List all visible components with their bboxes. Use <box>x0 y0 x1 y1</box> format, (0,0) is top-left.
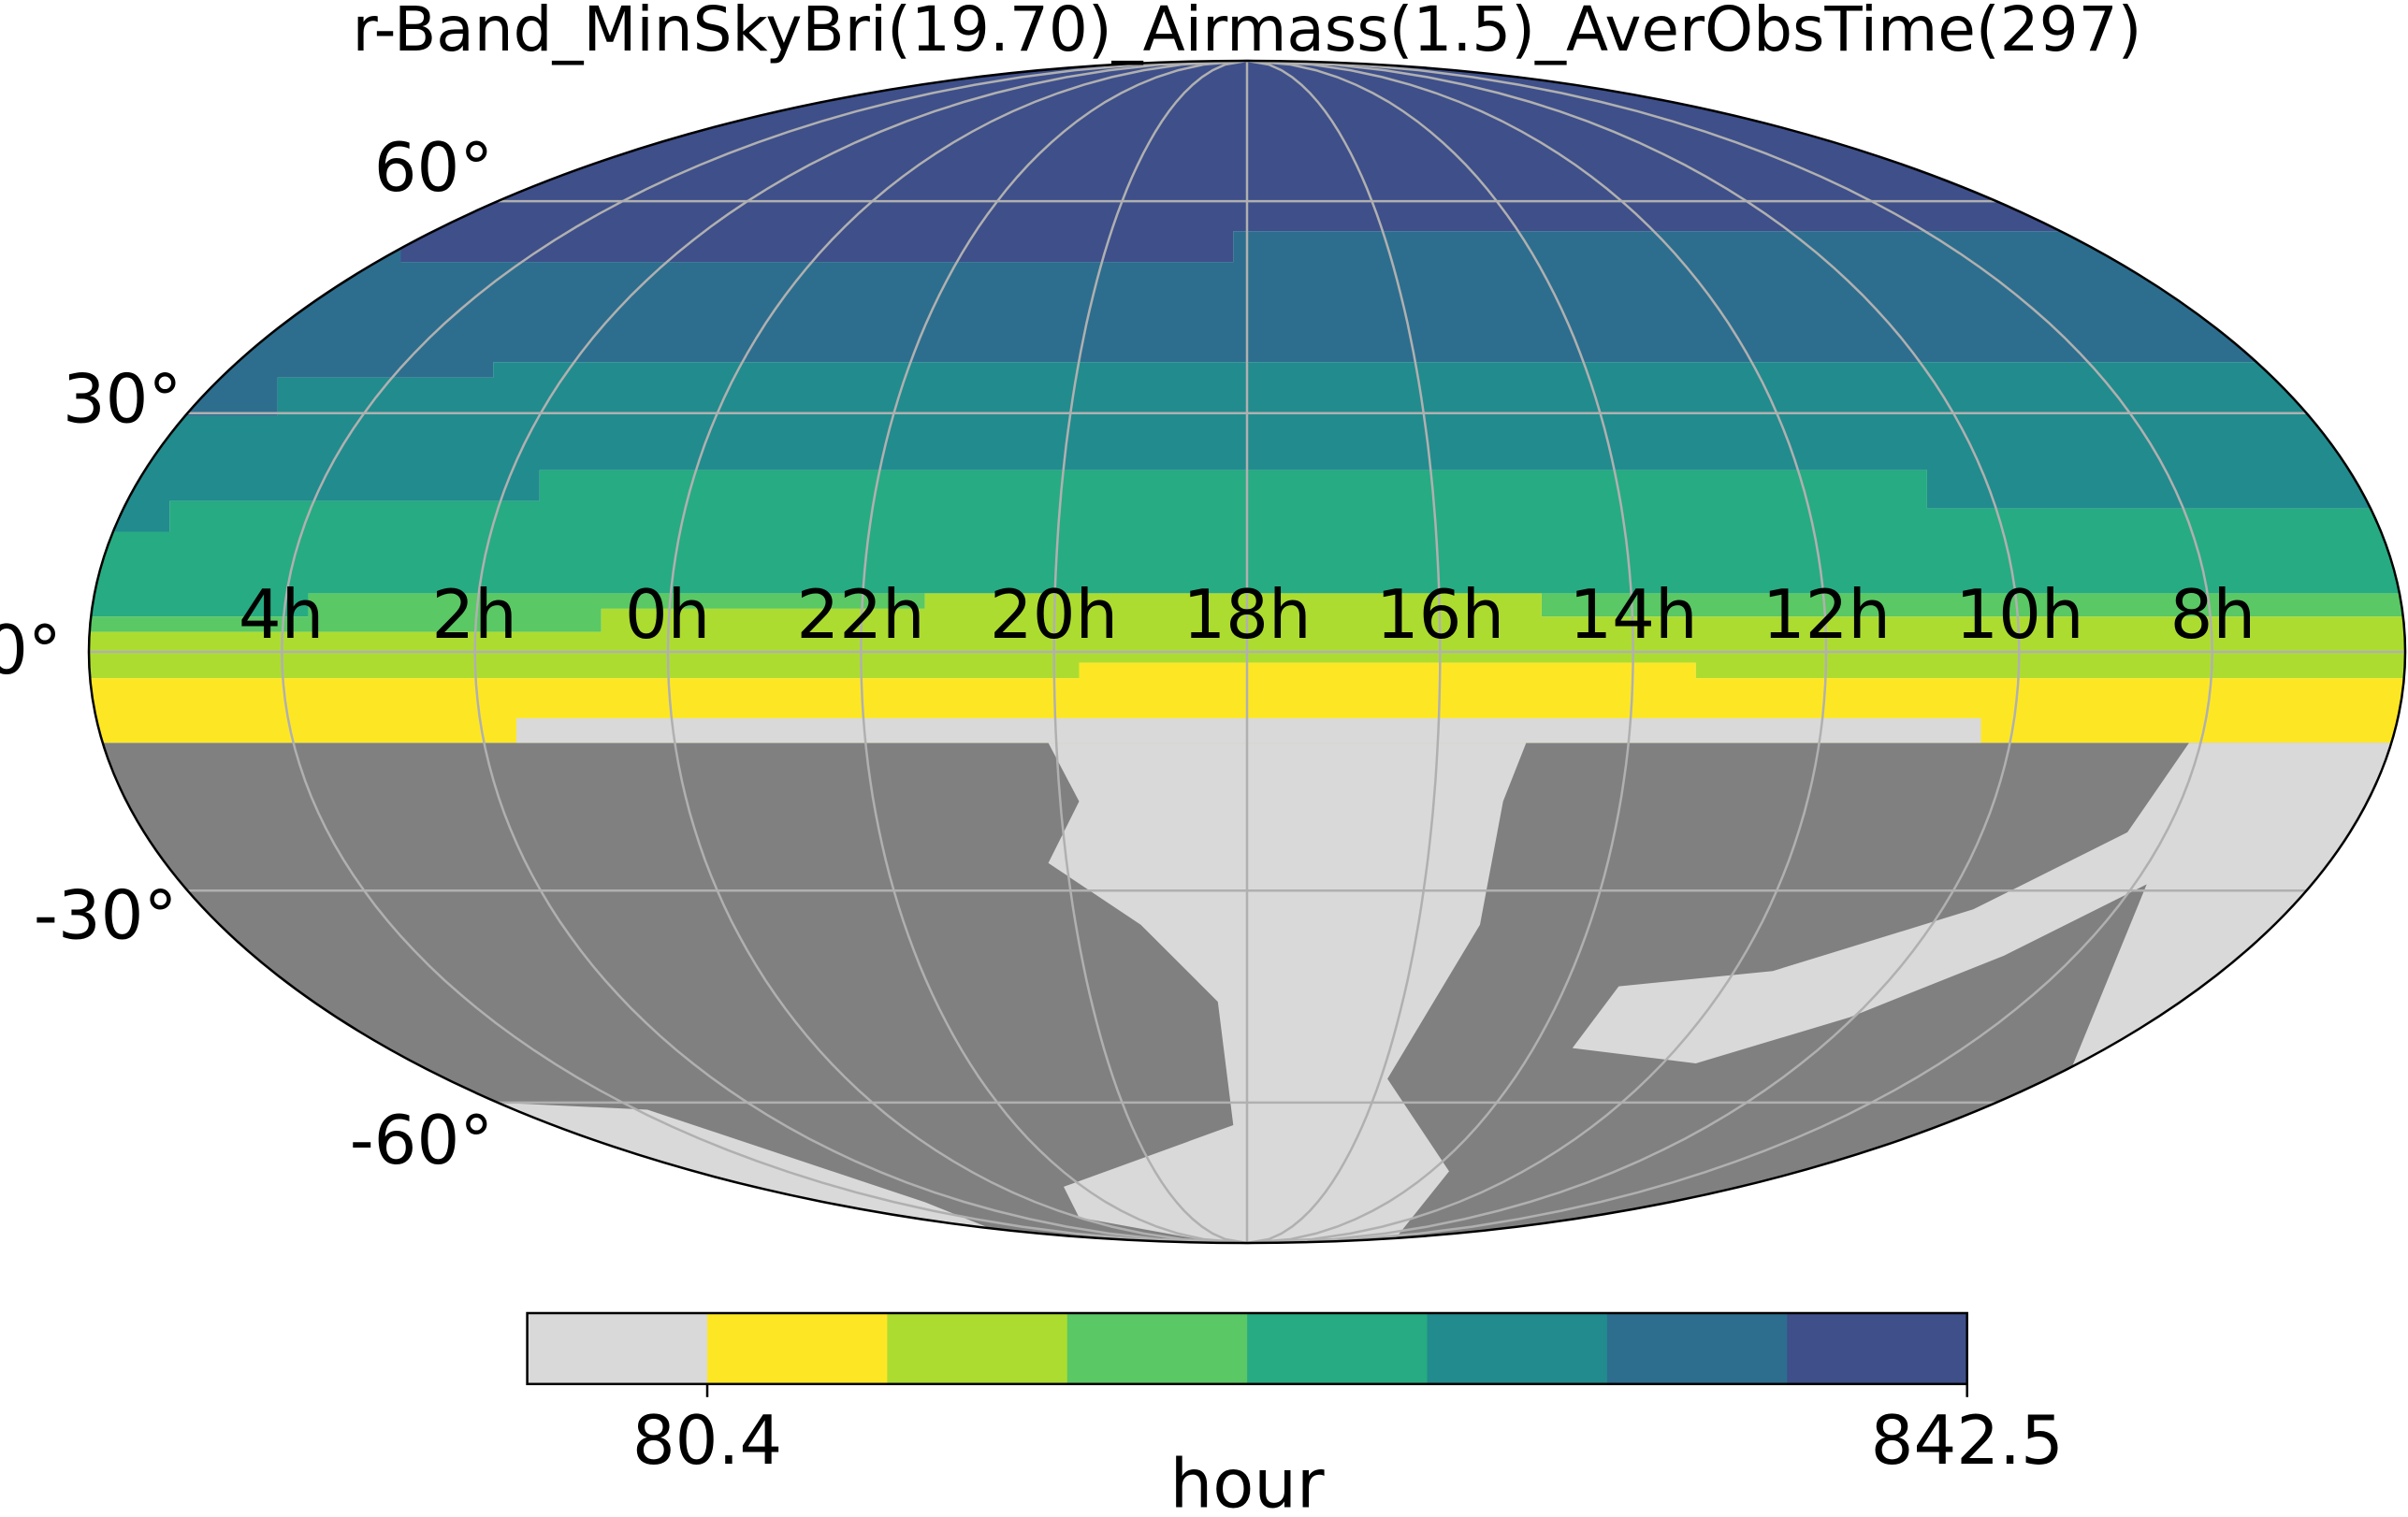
title: r-Band_MinSkyBri(19.70)_Airmass(1.5)_Ave… <box>353 0 2142 65</box>
coverage-band <box>89 231 2405 416</box>
colorbar-segment <box>1247 1313 1429 1384</box>
colorbar-label: hour <box>1170 1444 1325 1517</box>
longitude-label: 18h <box>1182 575 1311 654</box>
unobserved-region <box>1048 743 1527 1243</box>
colorbar-segment <box>706 1313 888 1384</box>
colorbar-segment <box>887 1313 1068 1384</box>
latitude-label: -60° <box>350 1101 494 1179</box>
colorbar-segment <box>1787 1313 1968 1384</box>
coverage-band <box>89 362 2405 532</box>
colorbar-segment <box>1066 1313 1248 1384</box>
colorbar-segment <box>1427 1313 1608 1384</box>
latitude-label: 60° <box>374 128 494 207</box>
longitude-label: 12h <box>1762 575 1891 654</box>
coverage-band <box>89 531 2405 632</box>
map-outline <box>87 59 2407 1245</box>
longitude-label: 0h <box>625 575 710 654</box>
coverage-band <box>89 470 2405 617</box>
graticule <box>89 59 2405 1245</box>
unobserved-region <box>516 717 1981 744</box>
latitude-label: 30° <box>63 359 182 438</box>
longitude-label: 4h <box>239 575 324 654</box>
coverage-band <box>89 593 2405 679</box>
longitude-label: 20h <box>990 575 1118 654</box>
longitude-label: 22h <box>796 575 924 654</box>
colorbar-tick-label: 80.4 <box>632 1401 782 1480</box>
longitude-label: 14h <box>1569 575 1697 654</box>
longitude-label: 10h <box>1955 575 2083 654</box>
longitude-label: 8h <box>2170 575 2256 654</box>
latitude-label: 0° <box>0 611 62 689</box>
colorbar-segment <box>1606 1313 1788 1384</box>
colorbar-segment <box>527 1313 708 1384</box>
latitude-label: -30° <box>34 875 178 954</box>
longitude-label: 2h <box>431 575 516 654</box>
colorbar-tick-label: 842.5 <box>1871 1401 2064 1480</box>
longitude-label: 16h <box>1376 575 1504 654</box>
colorbar-outline <box>526 1311 1968 1386</box>
